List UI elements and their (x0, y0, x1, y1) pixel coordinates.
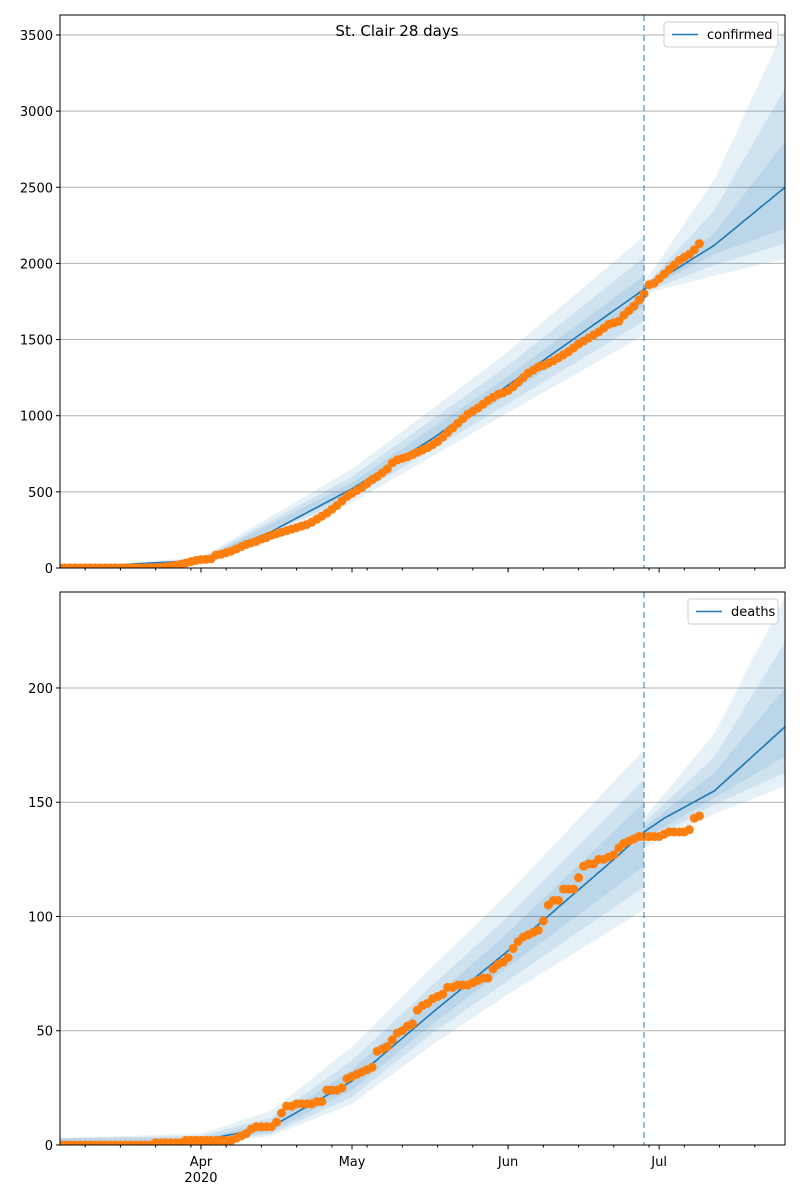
x-tick-label: Jun (497, 1155, 518, 1170)
x-tick-label: Apr (190, 1155, 213, 1170)
y-tick-label: 2500 (20, 181, 53, 196)
confirmed-observed-point (382, 464, 392, 474)
fit-band-1 (60, 236, 644, 568)
deaths-observed-point (694, 811, 704, 821)
confirmed-observed-point (614, 316, 624, 326)
deaths-observed-point (503, 953, 513, 963)
legend-box (663, 21, 779, 48)
deaths-observed-point (367, 1062, 377, 1072)
deaths-observed-point (533, 925, 543, 935)
deaths-observed-point (538, 916, 548, 926)
y-tick-label: 100 (28, 910, 53, 925)
deaths-observed-point (574, 873, 584, 883)
legend-label: confirmed (707, 28, 773, 43)
deaths-observed-point (387, 1035, 397, 1045)
chart-title: St. Clair 28 days (335, 22, 458, 40)
deaths-observed-point (277, 1108, 287, 1118)
y-tick-label: 2000 (20, 257, 53, 272)
plot-area (60, 27, 785, 568)
deaths-observed-point (483, 973, 493, 983)
y-tick-label: 1000 (20, 410, 53, 425)
legend: deaths (687, 598, 779, 625)
y-tick-label: 3000 (20, 105, 53, 120)
deaths-observed-point (271, 1117, 281, 1127)
deaths-axes: 0 50 100 150 200 Apr May Jun Jul 2020 deaths (28, 591, 786, 1186)
deaths-observed-point (508, 943, 518, 953)
y-tick-label: 150 (28, 796, 53, 811)
deaths-observed-point (407, 1019, 417, 1029)
forecast-band-1 (644, 27, 785, 294)
x-tick-label: Jul (650, 1155, 667, 1170)
forecast-band-1 (644, 596, 785, 848)
y-tick-label: 500 (28, 486, 53, 501)
y-tick-label: 3500 (20, 29, 53, 44)
legend: confirmed (663, 21, 779, 48)
axes-frame (59, 14, 786, 569)
deaths-observed-point (609, 850, 619, 860)
axes-frame (59, 591, 786, 1146)
deaths-observed-point (382, 1042, 392, 1052)
deaths-observed-point (337, 1083, 347, 1093)
confirmed-observed-point (634, 295, 644, 305)
deaths-observed-point (684, 825, 694, 835)
x-year-label: 2020 (184, 1171, 217, 1186)
y-tick-label: 200 (28, 682, 53, 697)
confirmed-axes: 0 500 1000 1500 2000 2500 3000 3500 confirmed (20, 14, 786, 577)
deaths-observed-point (569, 884, 579, 894)
fit-band-1 (60, 749, 644, 1145)
forecast-band-2 (644, 642, 785, 844)
deaths-observed-point (317, 1097, 327, 1107)
confirmed-observed-point (694, 239, 704, 249)
legend-box (687, 598, 779, 625)
y-tick-label: 1500 (20, 334, 53, 349)
confirmed-observed-point (629, 301, 639, 311)
legend-label: deaths (731, 605, 776, 620)
deaths-observed-point (553, 895, 563, 905)
forecast-band-3 (644, 688, 785, 839)
confirmed-observed-point (689, 245, 699, 255)
forecast-band-3 (644, 141, 785, 291)
fit-band-2 (60, 779, 644, 1145)
forecast-band-2 (644, 88, 785, 293)
plot-area (60, 596, 785, 1145)
y-tick-label: 50 (36, 1025, 53, 1040)
confirmed-observed-point (639, 289, 649, 299)
y-tick-label: 0 (45, 1139, 53, 1154)
deaths-observed-point (438, 989, 448, 999)
y-tick-label: 0 (45, 562, 53, 577)
x-tick-label: May (339, 1155, 366, 1170)
